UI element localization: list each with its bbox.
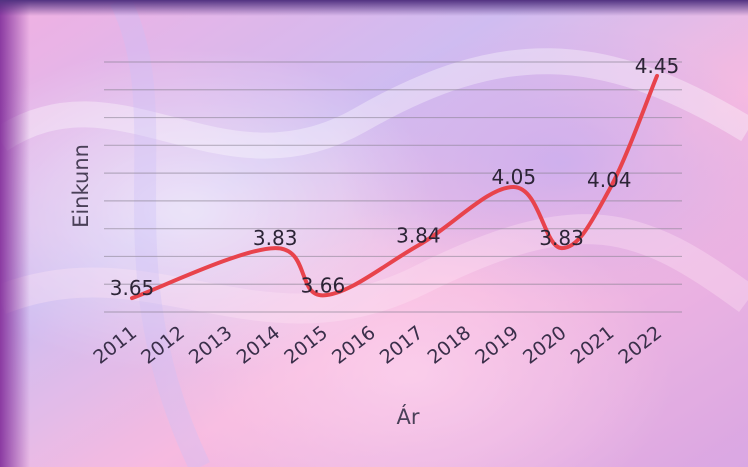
data-label: 3.83 [539,226,584,250]
y-axis-title: Einkunn [69,144,93,228]
x-tick-label: 2018 [424,322,476,369]
data-label: 3.66 [301,273,346,297]
x-tick-label: 2013 [185,322,237,369]
x-tick-label: 2022 [614,322,666,369]
data-label: 4.05 [492,165,537,189]
x-tick-label: 2017 [376,322,428,369]
x-tick-label: 2012 [137,322,189,369]
x-tick-label: 2019 [471,322,523,369]
x-tick-label: 2015 [280,322,332,369]
data-label: 3.83 [253,226,298,250]
data-labels: 3.653.833.663.844.053.834.044.45 [110,54,680,300]
x-tick-label: 2021 [567,322,619,369]
x-axis-title: Ár [397,404,420,429]
x-tick-label: 2016 [328,322,380,369]
x-tick-label: 2020 [519,322,571,369]
x-axis-ticks: 2011201220132014201520162017201820192020… [89,322,666,369]
series-line [130,73,659,301]
gridlines [104,61,682,313]
data-label: 3.84 [396,223,441,247]
data-label: 3.65 [110,276,155,300]
x-tick-label: 2014 [233,322,285,369]
data-label: 4.04 [587,168,632,192]
data-label: 4.45 [635,54,680,78]
x-tick-label: 2011 [89,322,141,369]
